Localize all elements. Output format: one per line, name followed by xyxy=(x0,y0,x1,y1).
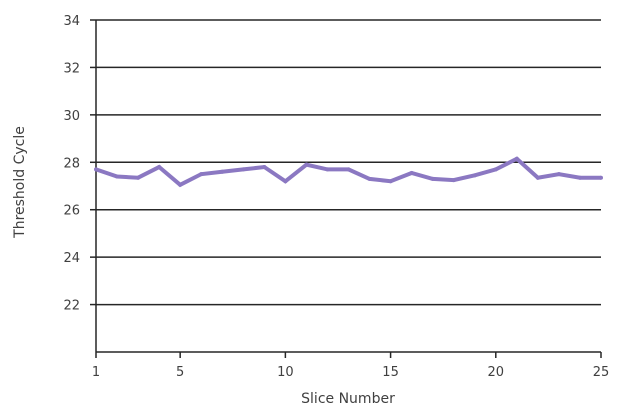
data-point-22 xyxy=(536,176,540,180)
x-tick-label-1: 1 xyxy=(92,365,100,380)
data-point-20 xyxy=(494,167,498,171)
y-tick-label-32: 32 xyxy=(63,61,80,76)
data-point-21 xyxy=(515,157,519,161)
data-point-9 xyxy=(262,165,266,169)
data-point-19 xyxy=(473,173,477,177)
data-point-11 xyxy=(304,163,308,167)
data-point-4 xyxy=(157,165,161,169)
data-point-15 xyxy=(389,179,393,183)
data-point-13 xyxy=(347,167,351,171)
y-axis-label: Threshold Cycle xyxy=(12,126,28,239)
y-tick-label-30: 30 xyxy=(63,109,80,124)
y-tick-label-22: 22 xyxy=(63,299,80,314)
data-point-7 xyxy=(220,170,224,174)
series-layer xyxy=(94,157,603,187)
x-tick-label-15: 15 xyxy=(382,365,399,380)
data-point-8 xyxy=(241,167,245,171)
y-tick-label-34: 34 xyxy=(63,14,80,29)
data-point-14 xyxy=(368,177,372,181)
data-point-18 xyxy=(452,178,456,182)
data-point-16 xyxy=(410,171,414,175)
x-tick-label-5: 5 xyxy=(176,365,184,380)
x-axis-label: Slice Number xyxy=(301,391,395,407)
x-tick-label-10: 10 xyxy=(277,365,294,380)
data-point-3 xyxy=(136,176,140,180)
y-tick-label-24: 24 xyxy=(63,251,80,266)
y-tick-label-26: 26 xyxy=(63,204,80,219)
x-axis-ticks: 1 5 10 15 20 25 xyxy=(92,352,609,380)
data-point-5 xyxy=(178,183,182,187)
data-point-6 xyxy=(199,172,203,176)
data-point-12 xyxy=(325,167,329,171)
data-point-24 xyxy=(578,176,582,180)
x-tick-label-25: 25 xyxy=(593,365,610,380)
data-point-2 xyxy=(115,175,119,179)
data-point-17 xyxy=(431,177,435,181)
data-point-10 xyxy=(283,179,287,183)
y-axis-ticks: 22 24 26 28 30 32 34 xyxy=(63,14,96,314)
y-tick-label-28: 28 xyxy=(63,156,80,171)
grid-lines xyxy=(96,20,601,305)
x-tick-label-20: 20 xyxy=(488,365,505,380)
data-point-1 xyxy=(94,167,98,171)
data-point-23 xyxy=(557,172,561,176)
data-point-25 xyxy=(599,176,603,180)
